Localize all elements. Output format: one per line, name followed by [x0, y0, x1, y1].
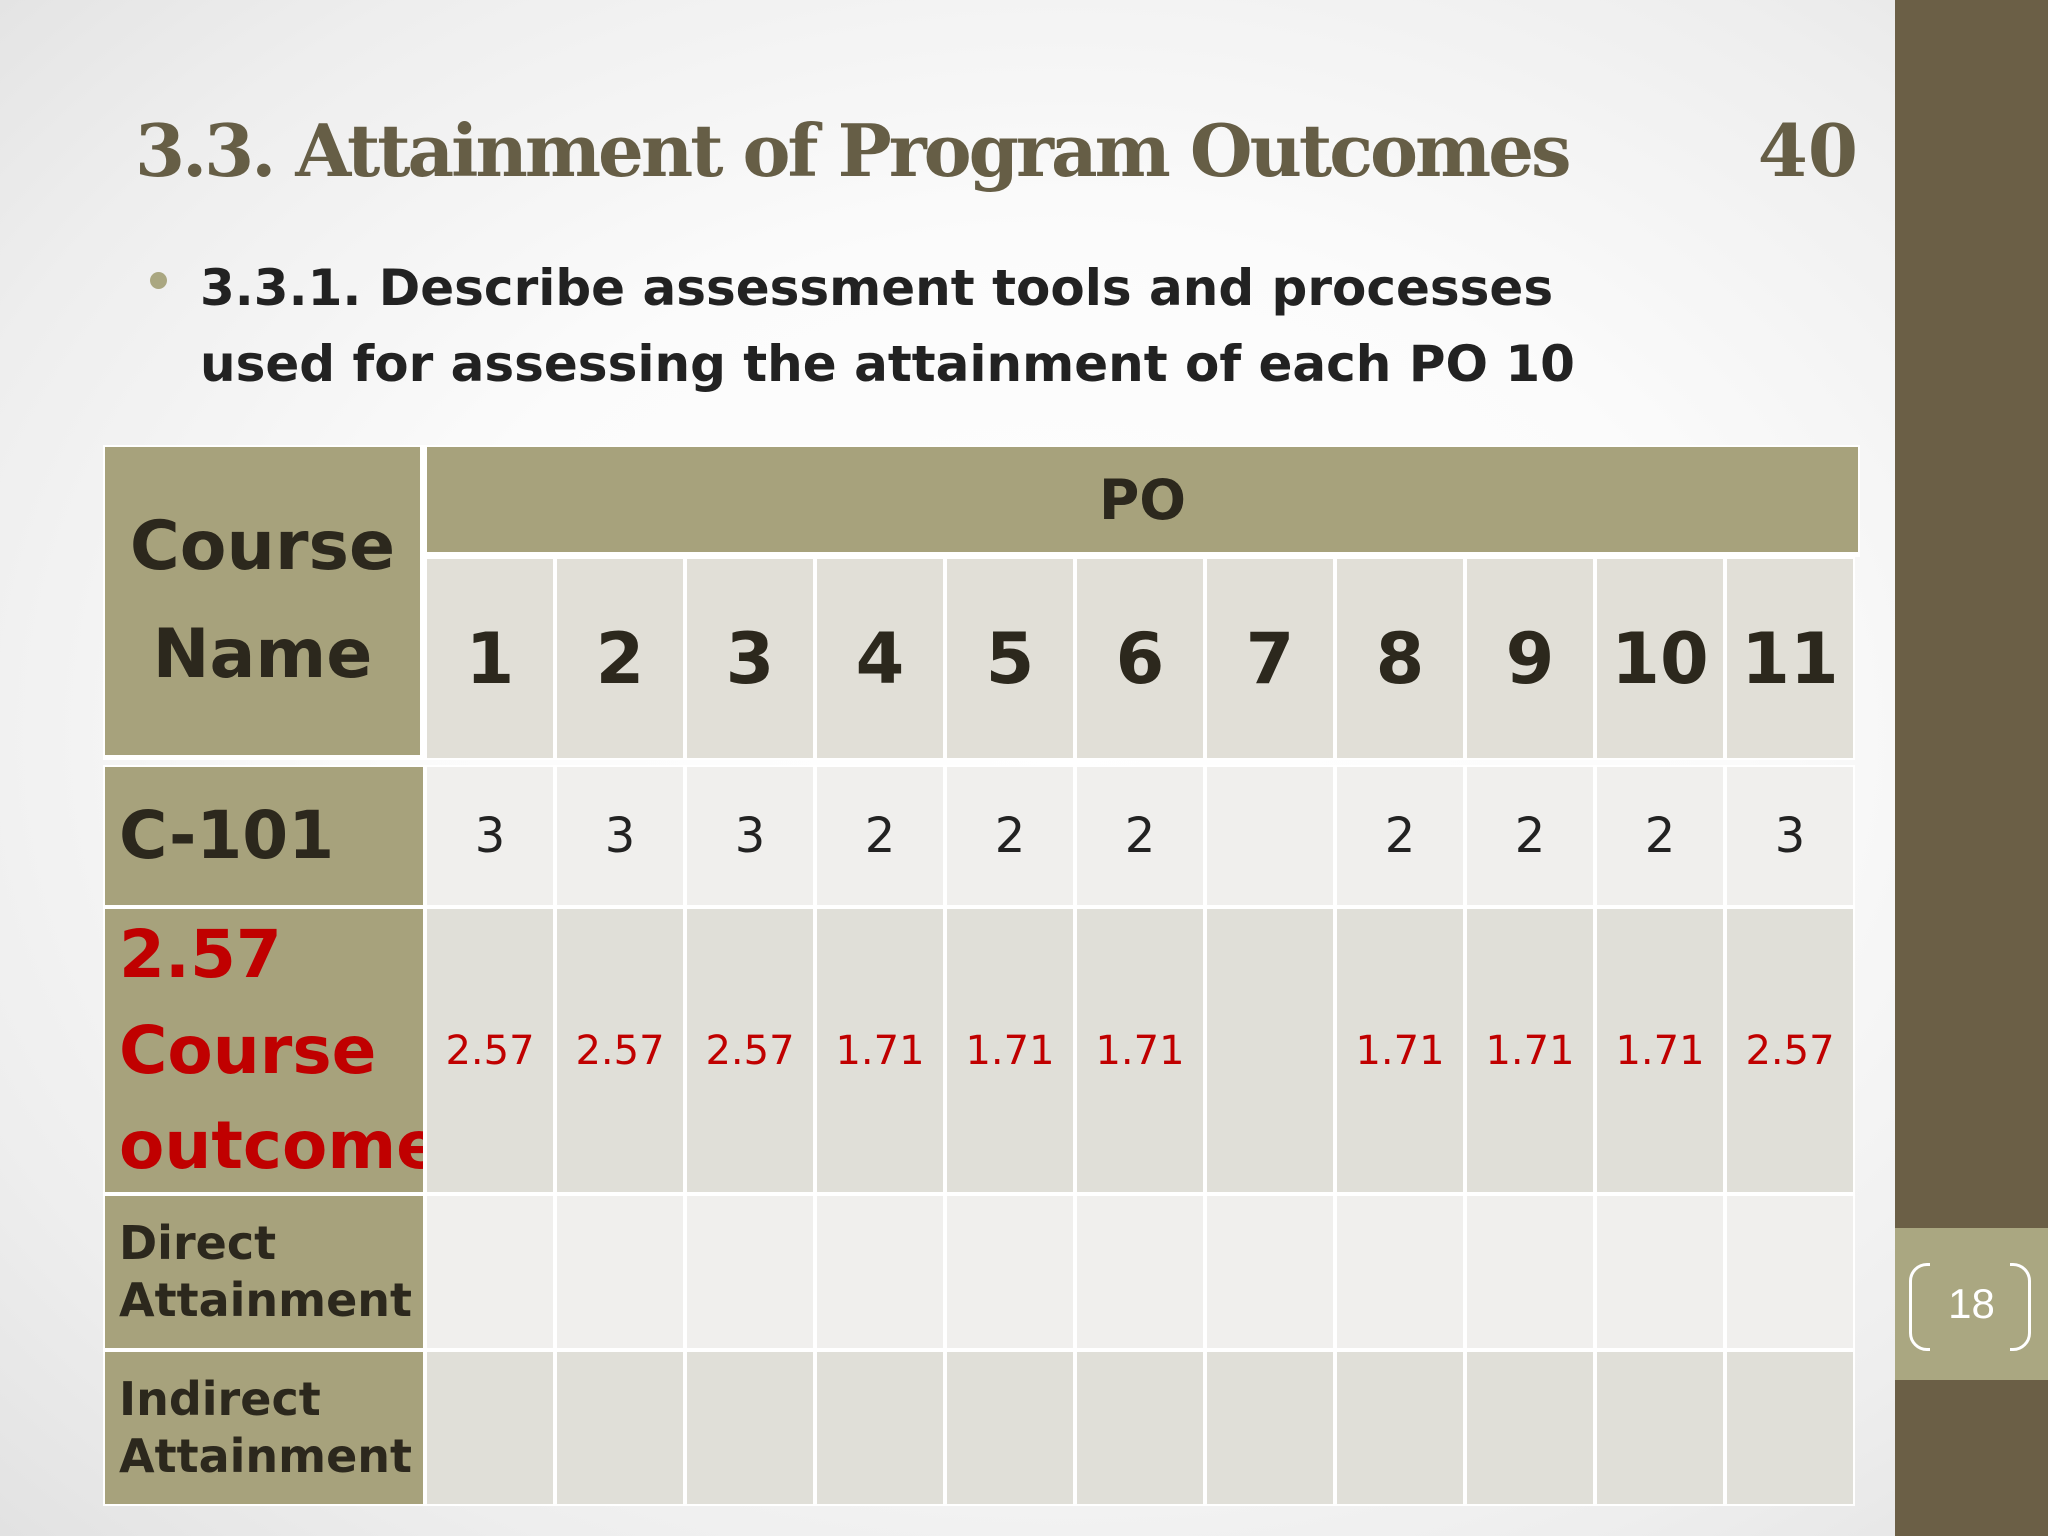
bullet-text: 3.3.1. Describe assessment tools and pro…	[200, 259, 1575, 393]
table-cell: 1.71	[1595, 907, 1725, 1194]
table-cell	[1075, 1194, 1205, 1350]
po-header: PO	[425, 445, 1860, 557]
po-number-header: 5	[945, 557, 1075, 760]
table-cell	[1205, 765, 1335, 907]
po-number-header: 9	[1465, 557, 1595, 760]
table-cell	[1595, 1194, 1725, 1350]
table-cell	[1725, 1350, 1855, 1506]
table-cell	[945, 1350, 1075, 1506]
table-cell: 2.57	[1725, 907, 1855, 1194]
page-number-box: 18	[1895, 1228, 2048, 1380]
po-number-header: 11	[1725, 557, 1855, 760]
slide-title: 3.3. Attainment of Program Outcomes	[135, 108, 1572, 193]
table-cell	[425, 1194, 555, 1350]
table-cell: 3	[1725, 765, 1855, 907]
table-cell	[1595, 1350, 1725, 1506]
po-number-header: 2	[555, 557, 685, 760]
table-cell: 1.71	[1335, 907, 1465, 1194]
table-cell	[1075, 1350, 1205, 1506]
po-number-header: 1	[425, 557, 555, 760]
table-cell	[1205, 907, 1335, 1194]
table-cell	[555, 1194, 685, 1350]
table-cell	[1205, 1194, 1335, 1350]
table-cell	[1465, 1350, 1595, 1506]
table-cell: 2	[1075, 765, 1205, 907]
table-cell	[425, 1350, 555, 1506]
table-cell: 2.57	[425, 907, 555, 1194]
title-number: 40	[1757, 108, 1858, 193]
po-number-header: 4	[815, 557, 945, 760]
row-label: 2.57 Course outcome	[103, 907, 425, 1194]
table-cell	[815, 1194, 945, 1350]
table-cell	[1465, 1194, 1595, 1350]
table-cell: 1.71	[1075, 907, 1205, 1194]
table-cell: 2	[1335, 765, 1465, 907]
table-cell: 3	[685, 765, 815, 907]
po-number-header: 6	[1075, 557, 1205, 760]
table-cell	[685, 1350, 815, 1506]
table-cell: 2	[1465, 765, 1595, 907]
table-cell	[1725, 1194, 1855, 1350]
po-number-header: 10	[1595, 557, 1725, 760]
po-number-header: 8	[1335, 557, 1465, 760]
table-cell	[1335, 1350, 1465, 1506]
table-cell: 3	[425, 765, 555, 907]
bullet-dot-icon	[150, 272, 167, 289]
page-number: 18	[1948, 1280, 1995, 1327]
table-cell: 2	[945, 765, 1075, 907]
po-number-header: 7	[1205, 557, 1335, 760]
table-cell: 1.71	[1465, 907, 1595, 1194]
table-cell: 3	[555, 765, 685, 907]
table-cell: 2.57	[555, 907, 685, 1194]
table-cell: 1.71	[815, 907, 945, 1194]
page-bracket-icon	[1909, 1260, 2031, 1354]
table-cell: 1.71	[945, 907, 1075, 1194]
table-cell	[555, 1350, 685, 1506]
table-cell: 2.57	[685, 907, 815, 1194]
row-label: C-101	[103, 765, 425, 907]
table-cell	[1335, 1194, 1465, 1350]
table-cell: 2	[815, 765, 945, 907]
row-label: Indirect Attainment	[103, 1350, 425, 1506]
row-label: Direct Attainment	[103, 1194, 425, 1350]
po-number-header: 3	[685, 557, 815, 760]
table-cell: 2	[1595, 765, 1725, 907]
table-cell	[1205, 1350, 1335, 1506]
table-cell	[945, 1194, 1075, 1350]
table-cell	[685, 1194, 815, 1350]
course-name-header: Course Name	[103, 445, 425, 760]
table-cell	[815, 1350, 945, 1506]
